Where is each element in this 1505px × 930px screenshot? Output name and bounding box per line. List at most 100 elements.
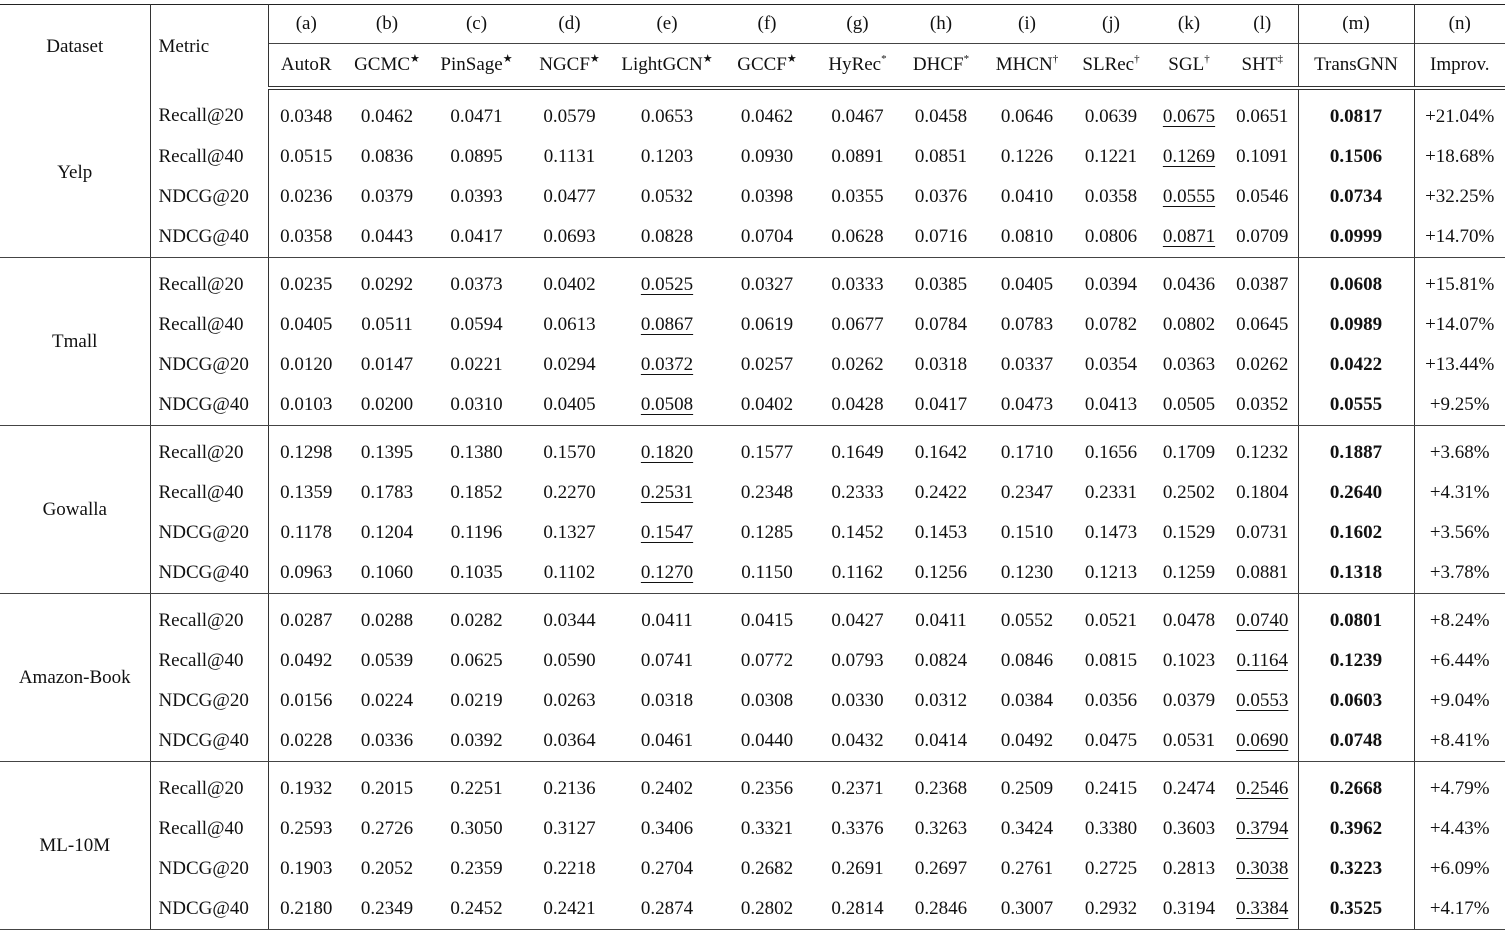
value-cell: 0.2761 xyxy=(1000,858,1054,879)
improvement-cell: +18.68% xyxy=(1425,146,1495,167)
value-cell: 0.0546 xyxy=(1227,177,1299,217)
best-value-cell: 0.3223 xyxy=(1298,849,1415,889)
value-cell: 0.2421 xyxy=(523,889,616,930)
method-marker: ★ xyxy=(410,53,420,65)
value-cell: 0.0411 xyxy=(641,610,693,631)
value-cell: 0.1285 xyxy=(740,522,794,543)
value-cell: 0.0282 xyxy=(450,610,503,631)
header-row-letters: Dataset Metric (a) (b) (c) (d) (e) (f) (g) (h) (i)… xyxy=(0,4,1505,88)
improvement-cell: +13.44% xyxy=(1425,354,1495,375)
value-cell: 0.0772 xyxy=(740,650,794,671)
value-cell: 0.0219 xyxy=(450,690,503,711)
value-cell: 0.0704 xyxy=(718,217,816,258)
value-cell: 0.2180 xyxy=(268,889,344,930)
second-best-value-cell: 0.0508 xyxy=(616,385,718,426)
value-cell: 0.0716 xyxy=(899,217,983,258)
value-cell: 0.0257 xyxy=(740,354,794,375)
best-value-cell: 0.2640 xyxy=(1298,473,1415,513)
value-cell: 0.0477 xyxy=(543,186,596,207)
value-cell: 0.0594 xyxy=(450,314,503,335)
value-cell: 0.0310 xyxy=(430,385,523,426)
value-cell: 0.1359 xyxy=(280,482,333,503)
method-name: MHCN xyxy=(995,54,1053,75)
value-cell: 0.1178 xyxy=(280,522,333,543)
metric-name: NDCG@20 xyxy=(150,345,269,385)
value-cell: 0.0236 xyxy=(280,186,333,207)
table-body: Yelp Recall@20 0.0348 0.0462 0.0471 0.0579 0.0… xyxy=(0,88,1505,930)
value-cell: 0.2682 xyxy=(740,858,794,879)
table-row: NDCG@40 0.0963 0.1060 0.1035 0.1102 0.1270 0.1… xyxy=(0,553,1505,594)
value-cell: 0.2704 xyxy=(640,858,694,879)
value-cell: 0.0411 xyxy=(915,610,967,631)
value-cell: 0.0358 xyxy=(268,217,344,258)
value-cell: 0.0364 xyxy=(523,721,616,762)
value-cell: 0.0782 xyxy=(1084,314,1138,335)
value-cell: 0.0392 xyxy=(430,721,523,762)
table-row: NDCG@40 0.0228 0.0336 0.0392 0.0364 0.0461 0.0… xyxy=(0,721,1505,762)
method-name: Improv. xyxy=(1430,54,1490,75)
value-cell: 0.0473 xyxy=(983,385,1071,426)
value-cell: 0.2502 xyxy=(1162,482,1216,503)
value-cell: 0.0358 xyxy=(1084,186,1138,207)
value-cell: 0.0415 xyxy=(740,610,794,631)
second-best-value-cell: 0.3038 xyxy=(1227,849,1299,889)
column-name: GCCF★ xyxy=(718,43,816,90)
value-cell: 0.0467 xyxy=(831,106,884,127)
value-cell: 0.0344 xyxy=(543,610,596,631)
best-value-cell: 0.0603 xyxy=(1298,681,1415,721)
value-cell: 0.0417 xyxy=(430,217,523,258)
value-cell: 0.1091 xyxy=(1227,137,1299,177)
column-letter: (c) xyxy=(430,4,523,44)
metric-name: Recall@20 xyxy=(150,593,269,641)
dataset-name: Tmall xyxy=(0,257,151,426)
value-cell: 0.1852 xyxy=(450,482,503,503)
method-marker: ‡ xyxy=(1277,53,1283,65)
value-cell: 0.0478 xyxy=(1162,610,1216,631)
value-cell: 0.1150 xyxy=(718,553,816,594)
value-cell: 0.0402 xyxy=(543,274,596,295)
value-cell: 0.0333 xyxy=(831,274,884,295)
method-marker: ★ xyxy=(702,53,713,65)
value-cell: 0.0228 xyxy=(268,721,344,762)
improvement-cell: +4.79% xyxy=(1429,778,1490,799)
table-row: Recall@40 0.0515 0.0836 0.0895 0.1131 0.1203 0… xyxy=(0,137,1505,177)
value-cell: 0.0379 xyxy=(1162,690,1216,711)
best-value-cell: 0.1602 xyxy=(1298,513,1415,553)
value-cell: 0.0376 xyxy=(914,186,968,207)
value-cell: 0.2347 xyxy=(1000,482,1054,503)
column-letter: (i) xyxy=(983,4,1071,44)
value-cell: 0.0337 xyxy=(1000,354,1054,375)
value-cell: 0.0308 xyxy=(740,690,794,711)
column-letter: (e) xyxy=(616,4,718,44)
value-cell: 0.2402 xyxy=(640,778,694,799)
improvement-cell: +14.70% xyxy=(1414,217,1505,258)
value-cell: 0.0462 xyxy=(360,106,414,127)
value-cell: 0.3321 xyxy=(740,818,794,839)
value-cell: 0.0532 xyxy=(640,186,694,207)
value-cell: 0.0318 xyxy=(914,354,968,375)
metric-name: Recall@20 xyxy=(150,257,269,305)
value-cell: 0.0413 xyxy=(1071,385,1151,426)
metric-name: NDCG@40 xyxy=(150,889,269,930)
value-cell: 0.0405 xyxy=(1000,274,1054,295)
value-cell: 0.0458 xyxy=(914,106,968,127)
improvement-cell: +6.09% xyxy=(1429,858,1490,879)
value-cell: 0.0628 xyxy=(816,217,899,258)
improvement-cell: +3.68% xyxy=(1429,442,1490,463)
value-cell: 0.0103 xyxy=(268,385,344,426)
value-cell: 0.0891 xyxy=(831,146,884,167)
column-name: SGL† xyxy=(1151,43,1227,90)
best-value-cell: 0.2668 xyxy=(1298,761,1415,809)
value-cell: 0.1804 xyxy=(1227,473,1299,513)
column-letter: (b) xyxy=(344,4,430,44)
value-cell: 0.0262 xyxy=(1227,345,1299,385)
dataset-name: ML-10M xyxy=(0,761,151,930)
value-cell: 0.0815 xyxy=(1084,650,1138,671)
column-name: Improv. xyxy=(1414,43,1505,90)
method-marker: † xyxy=(1134,53,1140,65)
value-cell: 0.0461 xyxy=(616,721,718,762)
value-cell: 0.0531 xyxy=(1151,721,1227,762)
value-cell: 0.2814 xyxy=(816,889,899,930)
second-best-value-cell: 0.2531 xyxy=(640,482,694,503)
value-cell: 0.0330 xyxy=(831,690,884,711)
